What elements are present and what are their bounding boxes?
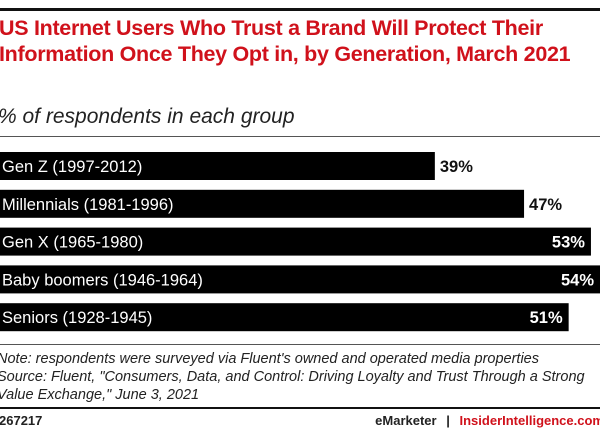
brand-emarketer: eMarketer (375, 413, 437, 428)
brand-credit: eMarketer | InsiderIntelligence.com (375, 413, 600, 428)
footer-rule (0, 344, 600, 345)
note-text: Note: respondents were surveyed via Flue… (0, 351, 540, 367)
data-label: 39% (440, 158, 473, 176)
bar-4 (0, 303, 569, 332)
category-label: Gen X (1965-1980) (2, 234, 143, 252)
bar-0 (0, 152, 435, 180)
data-label: 51% (530, 309, 563, 327)
header-rule (0, 136, 600, 137)
category-label: Baby boomers (1946-1964) (2, 271, 203, 289)
top-rule (0, 8, 600, 11)
bottom-rule (0, 407, 600, 409)
bar-1 (0, 189, 525, 218)
source-text: Source: Fluent, "Consumers, Data, and Co… (0, 369, 585, 403)
data-label: 53% (552, 234, 585, 252)
bar-3 (0, 265, 600, 294)
category-label: Millennials (1981-1996) (2, 196, 174, 214)
chart-title: US Internet Users Who Trust a Brand Will… (0, 16, 571, 66)
data-label: 54% (561, 271, 594, 289)
category-label: Seniors (1928-1945) (2, 309, 152, 327)
chart-id: 267217 (0, 413, 43, 428)
footer-notes: Note: respondents were surveyed via Flue… (0, 350, 600, 404)
data-label: 47% (529, 196, 562, 214)
brand-insider-intelligence: InsiderIntelligence.com (459, 413, 600, 428)
category-label: Gen Z (1997-2012) (2, 158, 142, 176)
brand-separator: | (446, 413, 450, 428)
bar-2 (0, 227, 591, 256)
bar-chart: Gen Z (1997-2012) 39% Millennials (1981-19… (0, 152, 600, 332)
chart-subtitle: % of respondents in each group (0, 105, 295, 128)
